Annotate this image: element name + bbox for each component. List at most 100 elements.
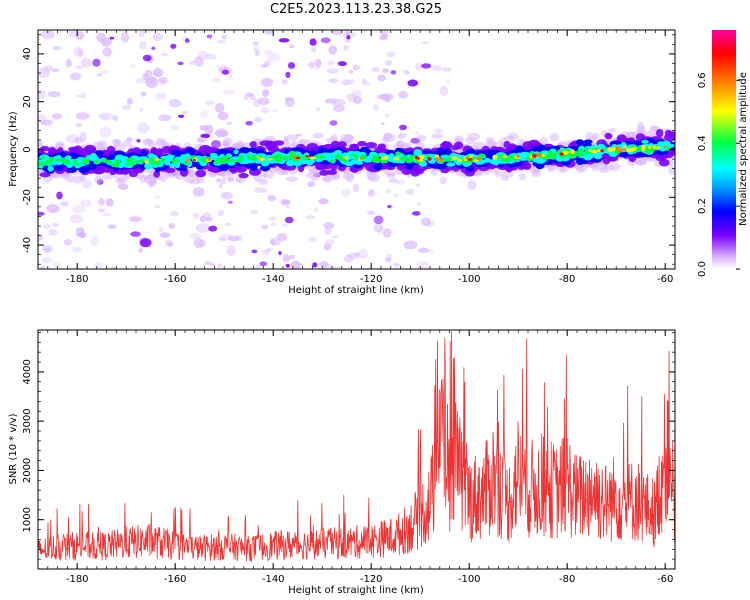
heatmap-band-cell [38, 139, 43, 148]
heatmap-speckle [144, 69, 153, 78]
heatmap-speckle [47, 91, 61, 98]
heatmap-band-cell [222, 137, 233, 146]
heatmap-band-cell [401, 157, 408, 162]
heatmap-band-cell [288, 154, 295, 160]
heatmap-speckle [412, 211, 421, 216]
heatmap-speckle [80, 57, 92, 68]
heatmap-speckle [266, 52, 281, 63]
heatmap-speckle [399, 124, 407, 131]
heatmap-band-cell [256, 156, 260, 159]
heatmap-band-cell [88, 156, 97, 162]
heatmap-band-cell [318, 155, 326, 159]
heatmap-band-cell [350, 152, 356, 157]
heatmap-speckle [72, 246, 82, 253]
heatmap-speckle [38, 233, 43, 241]
heatmap-band-cell [252, 154, 257, 161]
heatmap-band-cell [411, 163, 419, 173]
heatmap-speckle [139, 179, 146, 184]
heatmap-band-cell [622, 148, 627, 151]
heatmap-band-cell [492, 154, 498, 160]
heatmap-band-cell [456, 158, 463, 162]
heatmap-speckle [253, 187, 268, 193]
heatmap-band-cell [363, 157, 373, 163]
heatmap-speckle [96, 73, 104, 77]
heatmap-speckle [415, 183, 421, 188]
heatmap-speckle [148, 180, 157, 186]
heatmap-speckle [93, 261, 105, 269]
heatmap-speckle [168, 99, 182, 108]
heatmap-speckle [227, 73, 233, 80]
snr-x-tick-label: -120 [360, 574, 383, 585]
heatmap-speckle [326, 68, 339, 75]
heatmap-band-cell [516, 154, 520, 158]
heatmap-band-cell [559, 152, 564, 156]
heatmap-speckle [222, 89, 235, 95]
heatmap-band-cell [283, 149, 290, 155]
heatmap-band-cell [55, 158, 62, 162]
heatmap-band-cell [164, 158, 171, 166]
heatmap-speckle [435, 128, 443, 134]
heatmap-speckle [319, 261, 329, 268]
heatmap-speckle [40, 30, 55, 40]
heatmap-speckle [42, 224, 51, 229]
heatmap-speckle [218, 233, 233, 241]
heatmap-band-cell [435, 157, 439, 161]
heatmap-band-cell [138, 159, 146, 163]
heatmap-speckle [245, 120, 253, 126]
heatmap-band-cell [393, 157, 400, 161]
heatmap-band-cell [48, 156, 55, 162]
heatmap-speckle [340, 188, 351, 197]
heatmap-speckle [343, 44, 349, 51]
heatmap-band-cell [353, 156, 359, 160]
heatmap-speckle [81, 179, 92, 189]
heatmap-speckle [39, 265, 46, 269]
heatmap-speckle [170, 43, 177, 49]
heatmap-band-cell [144, 159, 149, 164]
heatmap-band-cell [186, 158, 190, 162]
spectrogram-y-tick-label: 0 [22, 146, 33, 152]
heatmap-speckle [193, 238, 205, 249]
heatmap-speckle [112, 115, 119, 121]
heatmap-speckle [330, 30, 344, 36]
heatmap-speckle [252, 41, 259, 47]
heatmap-band-cell [223, 155, 231, 159]
heatmap-speckle [226, 245, 236, 257]
heatmap-speckle [139, 41, 147, 50]
heatmap-speckle [328, 78, 339, 84]
heatmap-band-cell [464, 157, 469, 160]
heatmap-speckle [208, 262, 215, 267]
heatmap-speckle [177, 61, 184, 66]
heatmap-speckle [285, 263, 290, 268]
heatmap-band-cell [608, 127, 617, 133]
heatmap-speckle [377, 74, 387, 82]
heatmap-band-cell [652, 145, 656, 150]
spectrogram-frame [37, 29, 676, 270]
heatmap-speckle [138, 31, 145, 37]
heatmap-band-cell [431, 133, 444, 139]
heatmap-speckle [217, 263, 222, 268]
heatmap-speckle [441, 67, 452, 72]
heatmap-speckle [38, 89, 46, 99]
heatmap-speckle [192, 187, 205, 197]
heatmap-band-cell [210, 166, 221, 174]
heatmap-speckle [66, 134, 80, 144]
heatmap-speckle [333, 104, 345, 112]
heatmap-band-cell [342, 172, 355, 180]
colorbar-tick-label: 0.0 [697, 261, 708, 277]
heatmap-speckle [48, 229, 58, 236]
heatmap-band-cell [387, 178, 399, 184]
heatmap-band-cell [62, 159, 71, 165]
heatmap-band-cell [249, 141, 257, 148]
heatmap-band-cell [529, 150, 535, 155]
heatmap-speckle [126, 97, 133, 105]
heatmap-speckle [371, 67, 380, 73]
heatmap-band-cell [440, 154, 450, 159]
heatmap-speckle [221, 174, 227, 181]
snr-frame [37, 329, 676, 570]
heatmap-speckle [243, 95, 249, 101]
heatmap-band-cell [73, 162, 80, 166]
heatmap-speckle [178, 114, 185, 119]
heatmap-band-cell [657, 141, 665, 146]
heatmap-speckle [386, 51, 396, 58]
heatmap-band-cell [334, 150, 343, 155]
